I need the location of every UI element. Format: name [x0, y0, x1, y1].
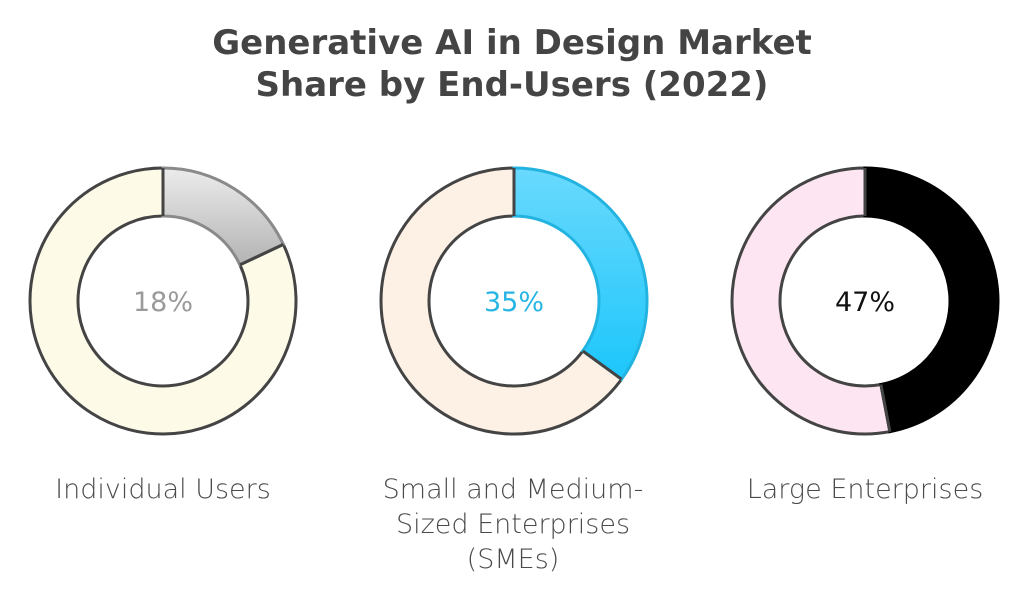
chart-title-line-1: Generative AI in Design Market: [212, 23, 812, 63]
donut-individual-users: 18%: [28, 166, 298, 436]
donut-slice-remainder: [28, 166, 298, 436]
donut-label-smes: Small and Medium- Sized Enterprises (SME…: [343, 472, 683, 577]
label-line: Small and Medium-: [382, 474, 644, 505]
chart-title-line-2: Share by End-Users (2022): [255, 65, 769, 105]
donut-small-and-medium-sized-enterprises-smes: 35%: [379, 166, 649, 436]
donut-label-individual-users: Individual Users: [0, 472, 333, 507]
slice-divider: [879, 384, 892, 432]
donut-slice-value: [863, 166, 1000, 434]
slice-divider: [581, 349, 623, 381]
donut-value-label: 35%: [484, 287, 544, 318]
chart-title: Generative AI in Design Market Share by …: [0, 22, 1024, 106]
label-line: Individual Users: [55, 474, 271, 505]
label-line: Sized Enterprises: [395, 509, 631, 540]
donut-slice-value: [512, 166, 649, 382]
donut-label-large-enterprises: Large Enterprises: [695, 472, 1024, 507]
label-line: Large Enterprises: [746, 474, 984, 505]
label-line: (SMEs): [466, 544, 560, 575]
donut-slice-value: [161, 166, 286, 267]
donut-slice-remainder: [730, 166, 892, 436]
donut-value-label: 18%: [133, 287, 193, 318]
slice-divider: [239, 243, 284, 267]
donut-value-label: 47%: [835, 287, 895, 318]
donut-slice-remainder: [379, 166, 624, 436]
donut-large-enterprises: 47%: [730, 166, 1000, 436]
